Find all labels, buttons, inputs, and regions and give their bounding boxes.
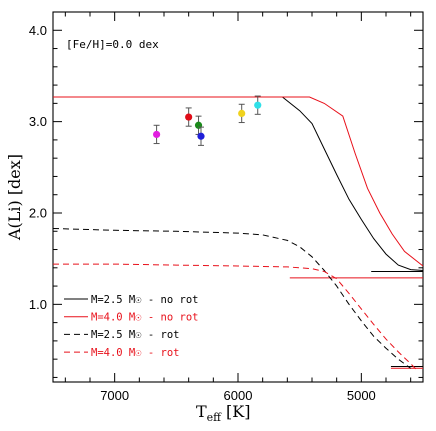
legend-entry: M=2.5 M☉ - rot bbox=[91, 329, 180, 341]
series-line-2 bbox=[53, 96, 424, 267]
x-axis-title-unit: [K] bbox=[226, 402, 250, 421]
x-tick-label: 5000 bbox=[347, 388, 376, 403]
x-tick-labels: 7000 6000 5000 bbox=[100, 388, 376, 403]
series-lines bbox=[52, 96, 424, 371]
data-point bbox=[238, 109, 246, 118]
series-line-1 bbox=[53, 96, 424, 271]
y-tick-label: 3.0 bbox=[29, 114, 47, 129]
plot-frame bbox=[52, 11, 424, 383]
data-point bbox=[153, 130, 161, 139]
x-axis-title: Teff [K] bbox=[196, 402, 250, 424]
y-tick-label: 4.0 bbox=[29, 23, 47, 38]
data-point bbox=[254, 101, 262, 109]
x-tick-label: 6000 bbox=[224, 388, 253, 403]
ticks bbox=[53, 12, 423, 382]
legend-entry: M=4.0 M☉ - rot bbox=[91, 347, 180, 359]
data-points bbox=[153, 95, 262, 146]
y-tick-labels: 1.0 2.0 3.0 4.0 bbox=[29, 23, 47, 312]
y-axis-title: A(Li) [dex] bbox=[5, 154, 24, 241]
legend-entry: M=2.5 M☉ - no rot bbox=[91, 294, 198, 306]
x-tick-label: 7000 bbox=[100, 388, 129, 403]
x-axis-title-main: T bbox=[196, 402, 207, 421]
legend: M=2.5 M☉ - no rot M=4.0 M☉ - no rot M=2.5 … bbox=[64, 294, 198, 359]
data-point bbox=[197, 132, 205, 140]
data-point bbox=[185, 113, 193, 121]
legend-entry: M=4.0 M☉ - no rot bbox=[91, 312, 198, 324]
series-line-3 bbox=[52, 228, 411, 369]
reference-lines bbox=[289, 270, 423, 369]
y-tick-label: 2.0 bbox=[29, 205, 47, 220]
x-axis-title-sub: eff bbox=[207, 411, 223, 424]
metallicity-annotation: [Fe/H]=0.0 dex bbox=[66, 38, 159, 51]
y-tick-label: 1.0 bbox=[29, 297, 47, 312]
series-line-4 bbox=[53, 263, 418, 371]
